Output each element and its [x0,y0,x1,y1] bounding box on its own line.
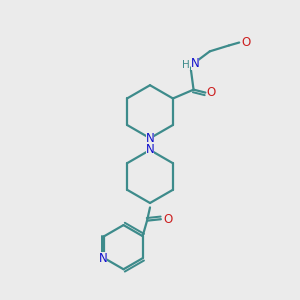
Text: N: N [146,132,154,145]
Text: O: O [164,213,173,226]
Text: N: N [146,143,154,157]
Text: N: N [98,252,107,265]
Text: H: H [182,60,190,70]
Text: O: O [207,86,216,99]
Text: N: N [191,57,200,70]
Text: O: O [241,36,250,49]
